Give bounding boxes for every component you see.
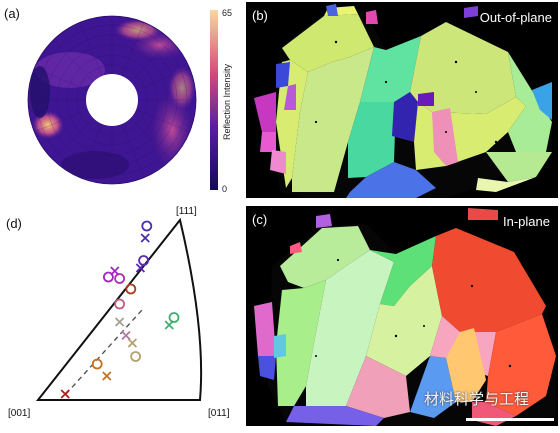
ipf-marker-cross [60,389,70,399]
ipf-marker-cross [121,330,131,341]
ipf-svg [35,217,203,401]
ipf-marker-circle [114,298,125,310]
ipf-marker-cross [110,266,120,276]
ebsd-out-of-plane-svg [254,4,552,198]
colorbar [210,10,218,190]
ipf-triangle-outline [35,217,203,401]
colorbar-title: Reflection Intensity [222,63,232,140]
panel-b-label: (b) [252,8,268,23]
ipf-marker-cross [114,317,125,327]
panel-c-title: In-plane [503,214,550,229]
panel-d-ipf-triangle: (d) [111] [001] [011] [0,206,246,428]
panel-c-ebsd-map: (c) In-plane 材料科学与工程 [246,206,558,426]
panel-a-pole-figure: (a) [0,0,248,208]
ipf-marker-cross [127,338,138,348]
ebsd-in-plane-svg [254,208,556,426]
pole-figure-ring [0,0,248,208]
ipf-marker-circle [125,283,137,295]
panel-b-title: Out-of-plane [479,10,552,25]
ipf-marker-cross [102,371,112,381]
corner-011-label: [011] [208,408,230,419]
ipf-marker-circle [103,271,114,283]
watermark: 材料科学与工程 [424,390,530,408]
ipf-marker-circle [168,312,180,323]
panel-d-label: (d) [6,216,22,231]
markers-group [60,220,180,399]
ipf-marker-circle [138,255,150,266]
ipf-marker-cross [164,320,174,330]
scale-bar [466,418,554,421]
ipf-marker-circle [114,273,125,284]
panel-a-label: (a) [4,6,20,21]
trend-line [65,309,143,395]
corner-001-label: [001] [8,408,31,419]
grain-dots-in-plane [315,258,512,368]
ipf-marker-circle [141,220,153,232]
panel-b-ebsd-map: (b) Out-of-plane [246,2,558,198]
ipf-marker-cross [140,233,150,243]
panel-c-label: (c) [252,212,268,227]
pole-figure-svg [0,0,248,208]
ipf-marker-circle [130,351,142,362]
colorbar-max: 65 [222,8,233,18]
colorbar-min: 0 [222,184,228,194]
grain-dots [314,40,498,153]
ipf-marker-circle [91,358,103,370]
corner-111-label: [111] [176,206,197,217]
